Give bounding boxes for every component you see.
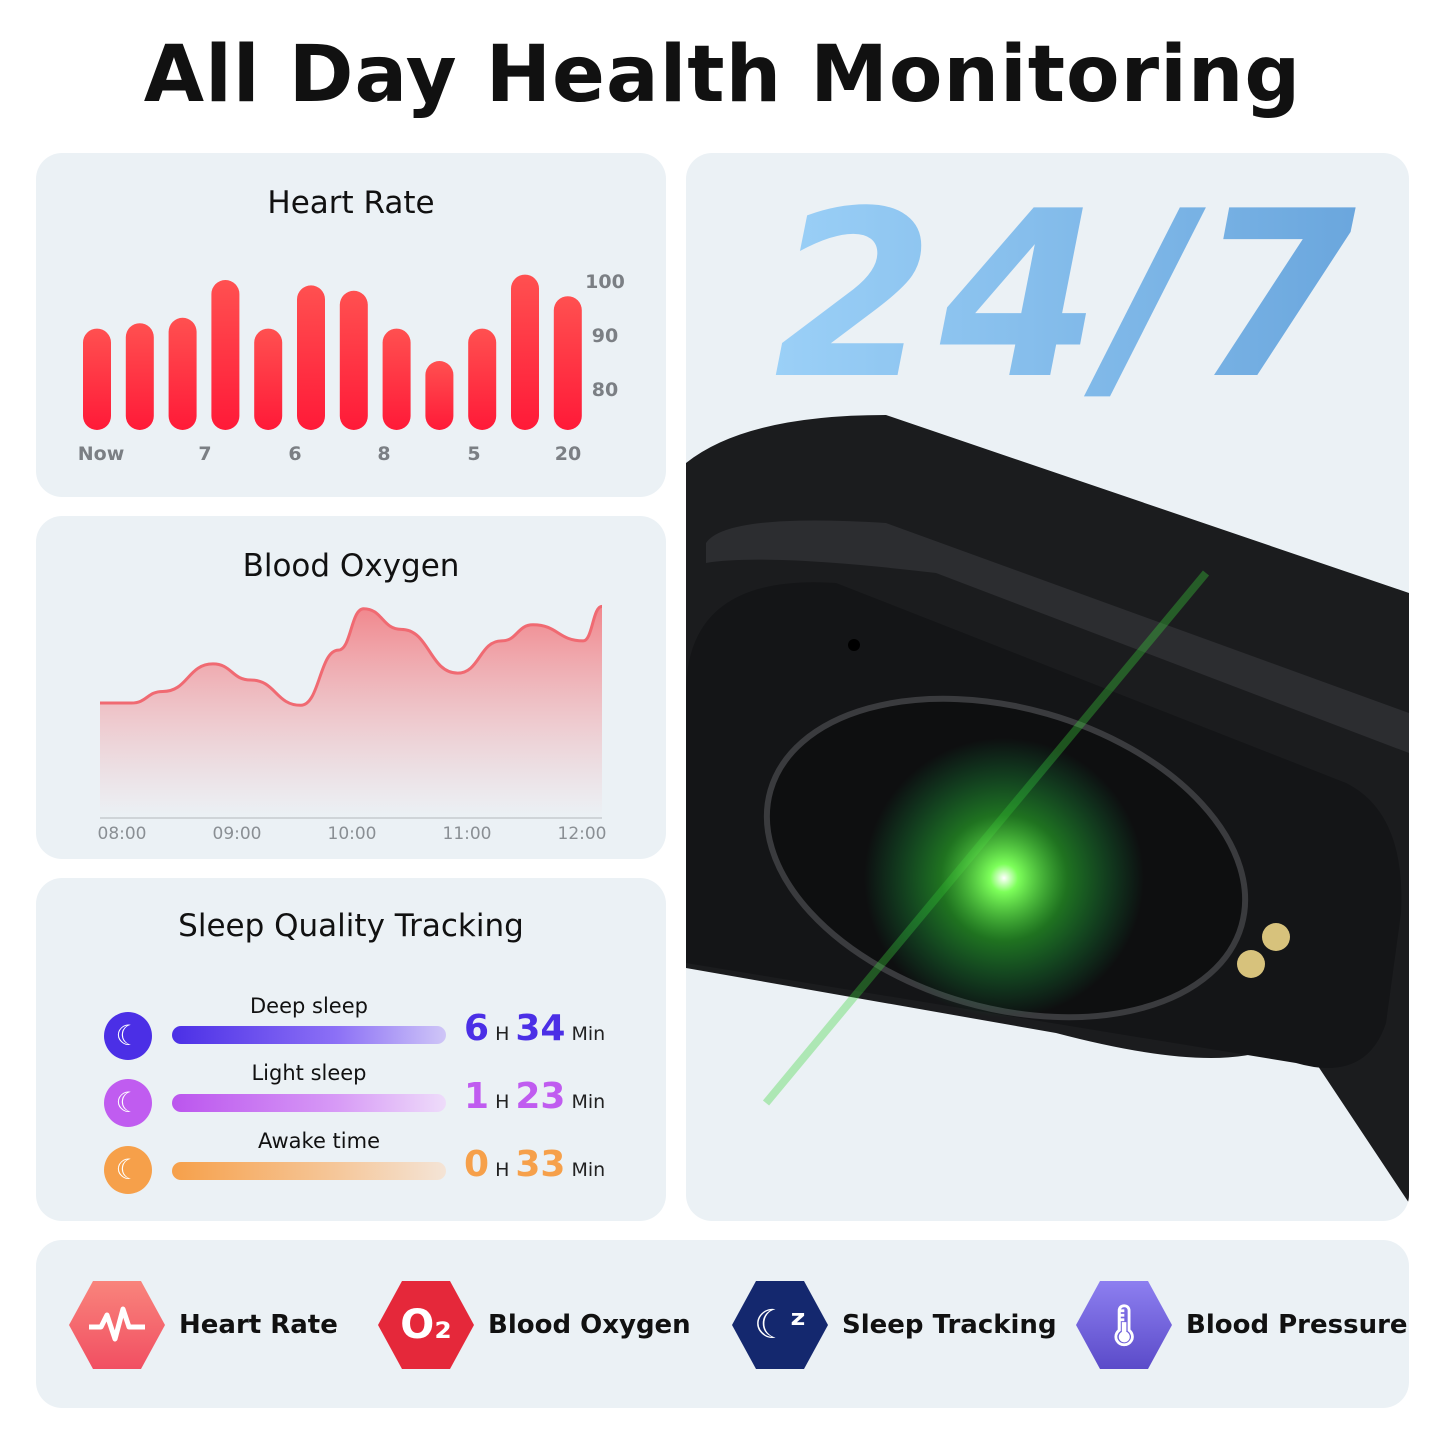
deep-sleep-bar — [172, 1026, 446, 1044]
smartwatch-image — [686, 415, 1409, 1203]
watch-hero-panel: 24/7 — [686, 153, 1409, 1221]
minutes: 34 — [515, 1008, 566, 1049]
sleep-label: Deep sleep — [250, 994, 368, 1018]
light-sleep-value: 1 H 23 Min — [464, 1076, 611, 1117]
blood-oxygen-panel: Blood Oxygen — [36, 516, 666, 859]
feature-blood-pressure: 🌡 Blood Pressure — [1076, 1280, 1408, 1370]
heart-rate-title: Heart Rate — [267, 185, 435, 221]
feature-label: Blood Oxygen — [488, 1310, 691, 1340]
feature-heart-rate: Heart Rate — [69, 1280, 338, 1370]
sleep-label: Light sleep — [251, 1061, 367, 1085]
deep-sleep-value: 6 H 34 Min — [464, 1008, 611, 1049]
moon-icon: ☾ — [104, 1146, 152, 1194]
o2-icon: O₂ — [378, 1281, 474, 1369]
min-unit: Min — [571, 1091, 606, 1113]
h-unit: H — [495, 1091, 510, 1113]
hero-24-7-text: 24/7 — [774, 163, 1363, 430]
feature-sleep-tracking: ☾ᶻ Sleep Tracking — [732, 1280, 1057, 1370]
light-sleep-bar — [172, 1094, 446, 1112]
features-bar — [36, 1240, 1409, 1408]
sleep-title: Sleep Quality Tracking — [178, 908, 524, 944]
heart-rate-panel: Heart Rate — [36, 153, 666, 497]
moon-zz-icon: ☾ᶻ — [732, 1281, 828, 1369]
feature-blood-oxygen: O₂ Blood Oxygen — [378, 1280, 691, 1370]
hours: 1 — [464, 1076, 490, 1117]
page-title: All Day Health Monitoring — [143, 30, 1302, 120]
sleep-panel: Sleep Quality Tracking ☾ Deep sleep 6 H 34… — [36, 878, 666, 1221]
feature-label: Blood Pressure — [1186, 1310, 1408, 1340]
feature-label: Sleep Tracking — [842, 1310, 1057, 1340]
h-unit: H — [495, 1159, 510, 1181]
minutes: 23 — [515, 1076, 566, 1117]
h-unit: H — [495, 1023, 510, 1045]
sleep-label: Awake time — [257, 1129, 380, 1153]
min-unit: Min — [571, 1023, 606, 1045]
hours: 6 — [464, 1008, 490, 1049]
awake-time-value: 0 H 33 Min — [464, 1144, 611, 1185]
minutes: 33 — [515, 1144, 566, 1185]
moon-star-icon: ☾ — [104, 1079, 152, 1127]
blood-oxygen-title: Blood Oxygen — [242, 548, 460, 584]
moon-stars-icon: ☾ — [104, 1012, 152, 1060]
heartbeat-icon — [69, 1281, 165, 1369]
thermometer-icon: 🌡 — [1076, 1281, 1172, 1369]
hours: 0 — [464, 1144, 490, 1185]
awake-time-bar — [172, 1162, 446, 1180]
min-unit: Min — [571, 1159, 606, 1181]
feature-label: Heart Rate — [179, 1310, 338, 1340]
